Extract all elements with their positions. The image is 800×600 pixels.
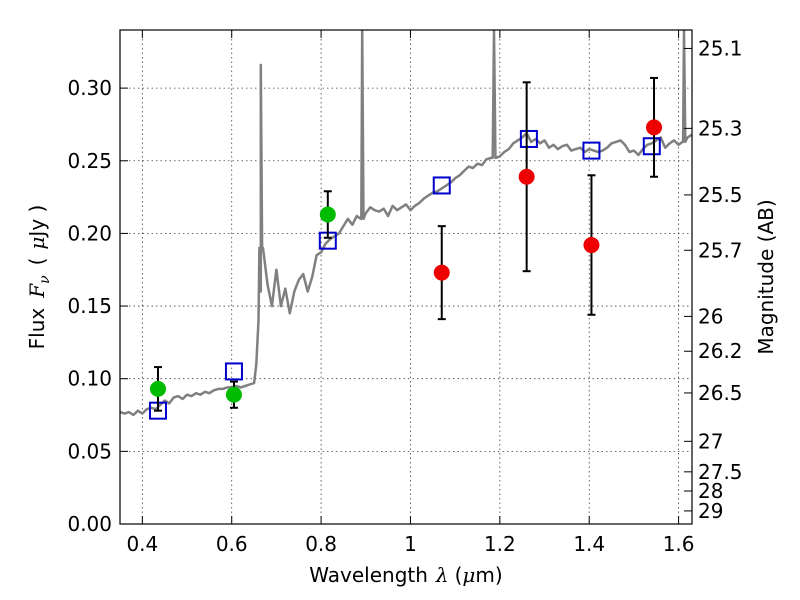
y-tick-label: 0.25 bbox=[67, 149, 112, 173]
x-axis-label: Wavelength λ (μm) bbox=[309, 563, 502, 587]
x-tick-label: 1.2 bbox=[484, 532, 516, 556]
grid-layer bbox=[120, 30, 692, 525]
y2-tick-label: 29 bbox=[698, 499, 723, 523]
clipped-data bbox=[120, 30, 692, 420]
plot-frame bbox=[119, 29, 693, 525]
model-square bbox=[224, 362, 243, 381]
y2-axis-label: Magnitude (AB) bbox=[754, 199, 778, 354]
model-square bbox=[642, 137, 661, 156]
y2-tick-label: 28 bbox=[698, 479, 723, 503]
y-tick-label: 0.20 bbox=[67, 221, 112, 245]
data-point bbox=[646, 119, 663, 136]
model-square bbox=[519, 129, 538, 148]
data-point bbox=[225, 386, 242, 403]
y-tick-label: 0.00 bbox=[67, 512, 112, 536]
data-point bbox=[433, 264, 450, 281]
x-tick-label: 0.8 bbox=[305, 532, 337, 556]
data-point bbox=[583, 237, 600, 254]
data-point bbox=[319, 206, 336, 223]
y2-tick-label: 25.5 bbox=[698, 183, 743, 207]
y2-tick-label: 25.1 bbox=[698, 36, 743, 60]
data-point bbox=[149, 380, 166, 397]
x-tick-label: 0.6 bbox=[216, 532, 248, 556]
y-tick-label: 0.10 bbox=[67, 367, 112, 391]
x-tick-label: 1 bbox=[404, 532, 417, 556]
tick-layer: 0.4 0.6 0.8 1 1.2 1.4 1.6 0.00 0.05 0.10 0.15 0.20 0… bbox=[67, 30, 743, 556]
y2-tick-label: 26 bbox=[698, 304, 723, 328]
y-tick-label: 0.15 bbox=[67, 294, 112, 318]
data-point bbox=[518, 168, 535, 185]
model-square bbox=[432, 176, 451, 195]
x-tick-label: 0.4 bbox=[126, 532, 158, 556]
y2-tick-label: 27.5 bbox=[698, 460, 743, 484]
x-tick-label: 1.4 bbox=[573, 532, 605, 556]
model-square bbox=[582, 141, 601, 160]
y2-tick-label: 25.7 bbox=[698, 238, 743, 262]
y-tick-label: 0.30 bbox=[67, 76, 112, 100]
y2-tick-label: 26.5 bbox=[698, 381, 743, 405]
data-layer bbox=[120, 30, 692, 420]
y2-tick-label: 27 bbox=[698, 429, 723, 453]
x-tick-label: 1.6 bbox=[663, 532, 695, 556]
y-tick-label: 0.05 bbox=[67, 439, 112, 463]
y2-tick-label: 25.3 bbox=[698, 116, 743, 140]
y-axis-label: FluxFν(μJy ) bbox=[25, 205, 53, 350]
y2-tick-label: 26.2 bbox=[698, 339, 743, 363]
